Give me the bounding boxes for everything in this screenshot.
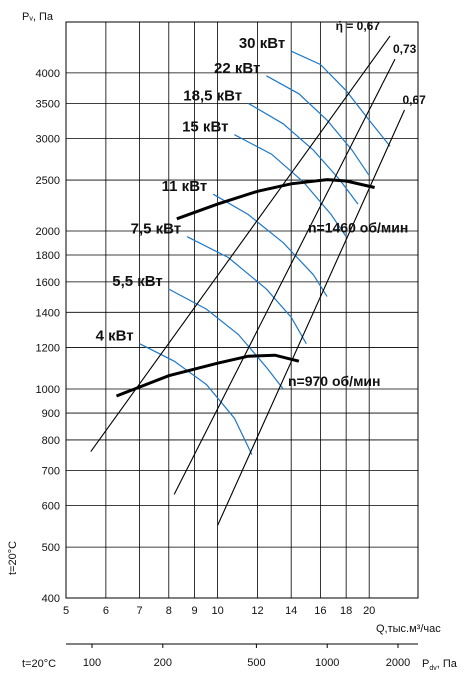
power-curve-label: 18,5 кВт bbox=[183, 87, 242, 104]
y-tick-label: 500 bbox=[42, 542, 60, 554]
x-tick-label: 7 bbox=[137, 605, 143, 617]
x-tick-label: 16 bbox=[314, 605, 326, 617]
x2-tick-label: 1000 bbox=[315, 657, 339, 669]
y-tick-label: 800 bbox=[42, 435, 60, 447]
power-curve-label: 7,5 кВт bbox=[131, 221, 182, 238]
efficiency-lines bbox=[90, 35, 406, 526]
temperature-label-vertical: t=20°C bbox=[7, 541, 19, 575]
y-tick-label: 900 bbox=[42, 408, 60, 420]
y-tick-label: 4000 bbox=[36, 68, 60, 80]
y-axis-title: Pᵥ, Па bbox=[22, 11, 54, 23]
x2-axis-unit: , Па bbox=[437, 658, 458, 670]
y-tick-label: 3500 bbox=[36, 98, 60, 110]
chart-grid bbox=[65, 21, 419, 599]
x2-tick-label: 200 bbox=[154, 657, 172, 669]
power-curve bbox=[266, 75, 370, 176]
power-curves bbox=[139, 50, 391, 455]
x-axis-title: Q,тыс.м³/час bbox=[376, 623, 441, 635]
x-tick-label: 9 bbox=[191, 605, 197, 617]
power-curve-label: 22 кВт bbox=[214, 60, 260, 77]
x2-tick-label: 2000 bbox=[386, 657, 410, 669]
speed-curve bbox=[115, 353, 300, 398]
power-curve-label: 15 кВт bbox=[182, 119, 228, 136]
x-tick-label: 14 bbox=[285, 605, 297, 617]
y-tick-label: 2500 bbox=[36, 175, 60, 187]
y-tick-label: 2000 bbox=[36, 226, 60, 238]
efficiency-label: ή = 0,67 bbox=[336, 19, 381, 33]
power-curve-label: 30 кВт bbox=[239, 35, 285, 52]
x-tick-label: 8 bbox=[166, 605, 172, 617]
y-tick-label: 700 bbox=[42, 465, 60, 477]
y-tick-label: 1600 bbox=[36, 277, 60, 289]
efficiency-label: 0,73 bbox=[393, 42, 417, 56]
y-tick-label: 1200 bbox=[36, 342, 60, 354]
efficiency-line bbox=[217, 109, 406, 526]
efficiency-line bbox=[90, 35, 391, 452]
power-curve bbox=[168, 288, 284, 390]
plot-frame bbox=[65, 21, 419, 599]
x-tick-labels: 5 6 7 8 9 10 12 14 16 18 20 bbox=[63, 605, 375, 617]
speed-curves bbox=[115, 178, 375, 398]
efficiency-line bbox=[173, 58, 396, 495]
y-tick-label: 400 bbox=[42, 593, 60, 605]
x-tick-label: 20 bbox=[363, 605, 375, 617]
power-curve bbox=[139, 343, 253, 455]
speed-curve-label: n=970 об/мин bbox=[288, 373, 380, 389]
y-tick-label: 1400 bbox=[36, 307, 60, 319]
speed-curve bbox=[176, 178, 375, 221]
secondary-x-axis: 100 200 500 1000 2000 bbox=[66, 643, 418, 669]
x2-temperature-label: t=20°C bbox=[22, 658, 56, 670]
y-tick-label: 1800 bbox=[36, 250, 60, 262]
efficiency-label: 0,67 bbox=[402, 93, 426, 107]
y-tick-label: 600 bbox=[42, 501, 60, 513]
power-curve bbox=[290, 50, 391, 147]
x2-axis-title: Pdv, Па bbox=[422, 658, 458, 672]
x2-axis-letter: P bbox=[422, 658, 429, 670]
power-curve-label: 4 кВт bbox=[96, 328, 134, 345]
y-tick-labels: 400 500 600 700 800 900 1000 1200 1400 1600 1800 20… bbox=[36, 68, 60, 605]
x2-tick-label: 100 bbox=[83, 657, 101, 669]
curve-labels: 30 кВт 22 кВт 18,5 кВт 15 кВт 11 кВт 7,5 кВт 5… bbox=[96, 19, 427, 389]
x-tick-label: 18 bbox=[340, 605, 352, 617]
power-curve bbox=[186, 236, 307, 344]
power-curve bbox=[247, 102, 359, 205]
x2-tick-label: 500 bbox=[247, 657, 265, 669]
y-tick-label: 3000 bbox=[36, 133, 60, 145]
x2-axis-subscript: dv bbox=[429, 665, 437, 672]
x-tick-label: 5 bbox=[63, 605, 69, 617]
x-tick-label: 12 bbox=[251, 605, 263, 617]
y-tick-label: 1000 bbox=[36, 384, 60, 396]
power-curve-label: 11 кВт bbox=[162, 178, 208, 195]
speed-curve-label: n=1460 об/мин bbox=[308, 219, 408, 235]
power-curve-label: 5,5 кВт bbox=[112, 273, 163, 290]
power-curve bbox=[212, 193, 328, 297]
x-tick-label: 10 bbox=[211, 605, 223, 617]
x-tick-label: 6 bbox=[103, 605, 109, 617]
